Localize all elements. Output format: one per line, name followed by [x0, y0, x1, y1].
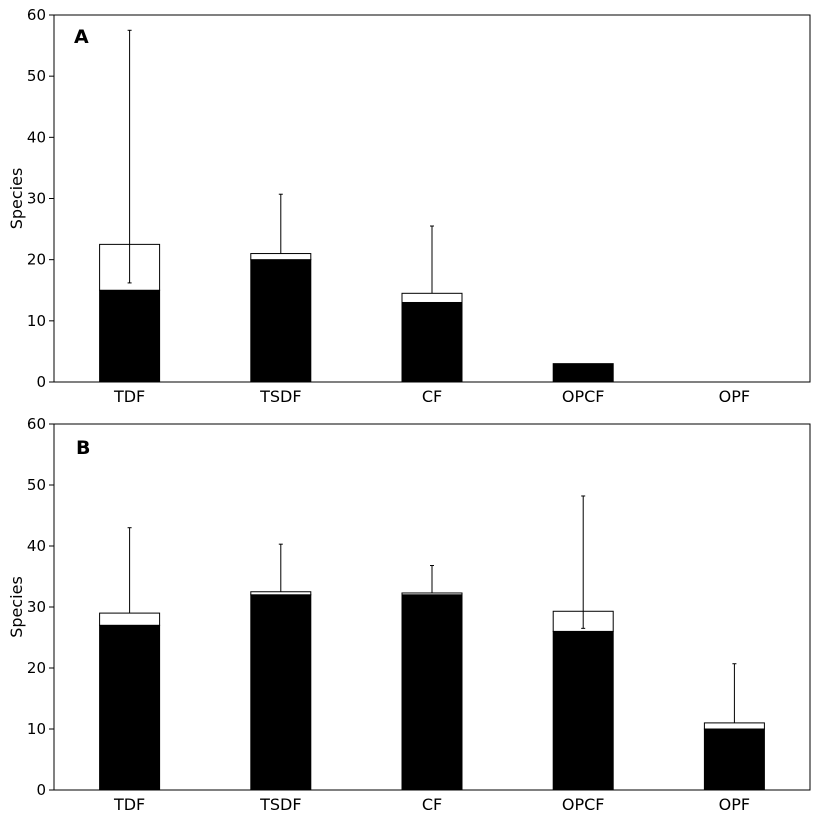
y-tick-label: 0 — [36, 373, 46, 391]
bar-tdf-segment-1 — [99, 289, 161, 383]
y-tick-label: 40 — [27, 128, 46, 146]
x-category-label: OPF — [719, 795, 750, 814]
bar-tsdf-segment-2 — [250, 253, 312, 261]
y-tick-label: 50 — [27, 67, 46, 85]
bar-tsdf-segment-1 — [250, 594, 312, 791]
y-tick-label: 20 — [27, 251, 46, 269]
bar-cf-segment-1 — [401, 594, 463, 791]
y-tick-label: 50 — [27, 476, 46, 494]
x-category-label: CF — [422, 795, 442, 814]
x-category-label: TSDF — [259, 795, 301, 814]
bar-cf-segment-2 — [401, 292, 463, 303]
panel-letter: B — [76, 437, 90, 459]
y-tick-label: 60 — [27, 6, 46, 24]
x-category-label: OPF — [719, 387, 750, 406]
bar-opcf-segment-1 — [552, 363, 614, 383]
y-tick-label: 30 — [27, 598, 46, 616]
chart-panel-a: 0 10 20 30 40 50 60 Species A TDF TSDF CF OPCF OPF — [7, 6, 811, 406]
x-category-label: TDF — [113, 795, 145, 814]
y-axis-label: Species — [7, 576, 26, 638]
x-category-label: TSDF — [259, 387, 301, 406]
bar-tdf-segment-1 — [99, 624, 161, 791]
bar-cf-segment-2 — [401, 592, 463, 596]
x-category-label: OPCF — [562, 387, 605, 406]
bar-opcf-segment-1 — [552, 630, 614, 791]
y-axis-label: Species — [7, 168, 26, 230]
bar-opf-segment-2 — [703, 722, 765, 730]
bar-tdf-segment-2 — [99, 612, 161, 626]
y-tick-label: 30 — [27, 190, 46, 208]
chart-panel-b: 0 10 20 30 40 50 60 Species B TDF TSDF CF OPCF OPF — [7, 415, 811, 814]
y-tick-label: 10 — [27, 312, 46, 330]
x-category-label: OPCF — [562, 795, 605, 814]
y-tick-label: 60 — [27, 415, 46, 433]
x-category-label: CF — [422, 387, 442, 406]
x-category-label: TDF — [113, 387, 145, 406]
y-tick-label: 20 — [27, 659, 46, 677]
bar-tsdf-segment-1 — [250, 259, 312, 383]
y-tick-label: 40 — [27, 537, 46, 555]
y-tick-label: 10 — [27, 720, 46, 738]
bar-opf-segment-1 — [703, 728, 765, 791]
bar-cf-segment-1 — [401, 301, 463, 383]
y-tick-label: 0 — [36, 781, 46, 799]
bar-tsdf-segment-2 — [250, 591, 312, 596]
panel-letter: A — [74, 26, 89, 48]
